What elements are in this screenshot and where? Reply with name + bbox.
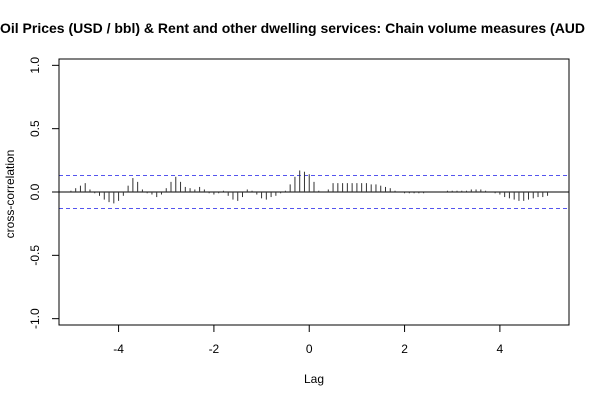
y-tick-label: -0.5 [28, 245, 42, 266]
x-tick-label: 0 [306, 342, 313, 356]
y-tick-label: 0.5 [28, 120, 42, 137]
x-tick-label: -2 [209, 342, 220, 356]
y-axis: -1.0 -0.5 0.0 0.5 1.0 [28, 57, 60, 329]
y-tick-label: 1.0 [28, 57, 42, 74]
chart-title: Oil Prices (USD / bbl) & Rent and other … [0, 20, 585, 36]
y-tick-label: 0.0 [28, 183, 42, 200]
y-axis-label: cross-correlation [3, 150, 17, 239]
x-tick-label: -4 [113, 342, 124, 356]
x-axis-label: Lag [304, 372, 324, 386]
confidence-bands [59, 175, 569, 209]
x-tick-label: 4 [497, 342, 504, 356]
x-axis: -4 -2 0 2 4 [113, 324, 504, 356]
x-tick-label: 2 [401, 342, 408, 356]
correlation-bars [70, 170, 549, 204]
y-tick-label: -1.0 [28, 308, 42, 329]
